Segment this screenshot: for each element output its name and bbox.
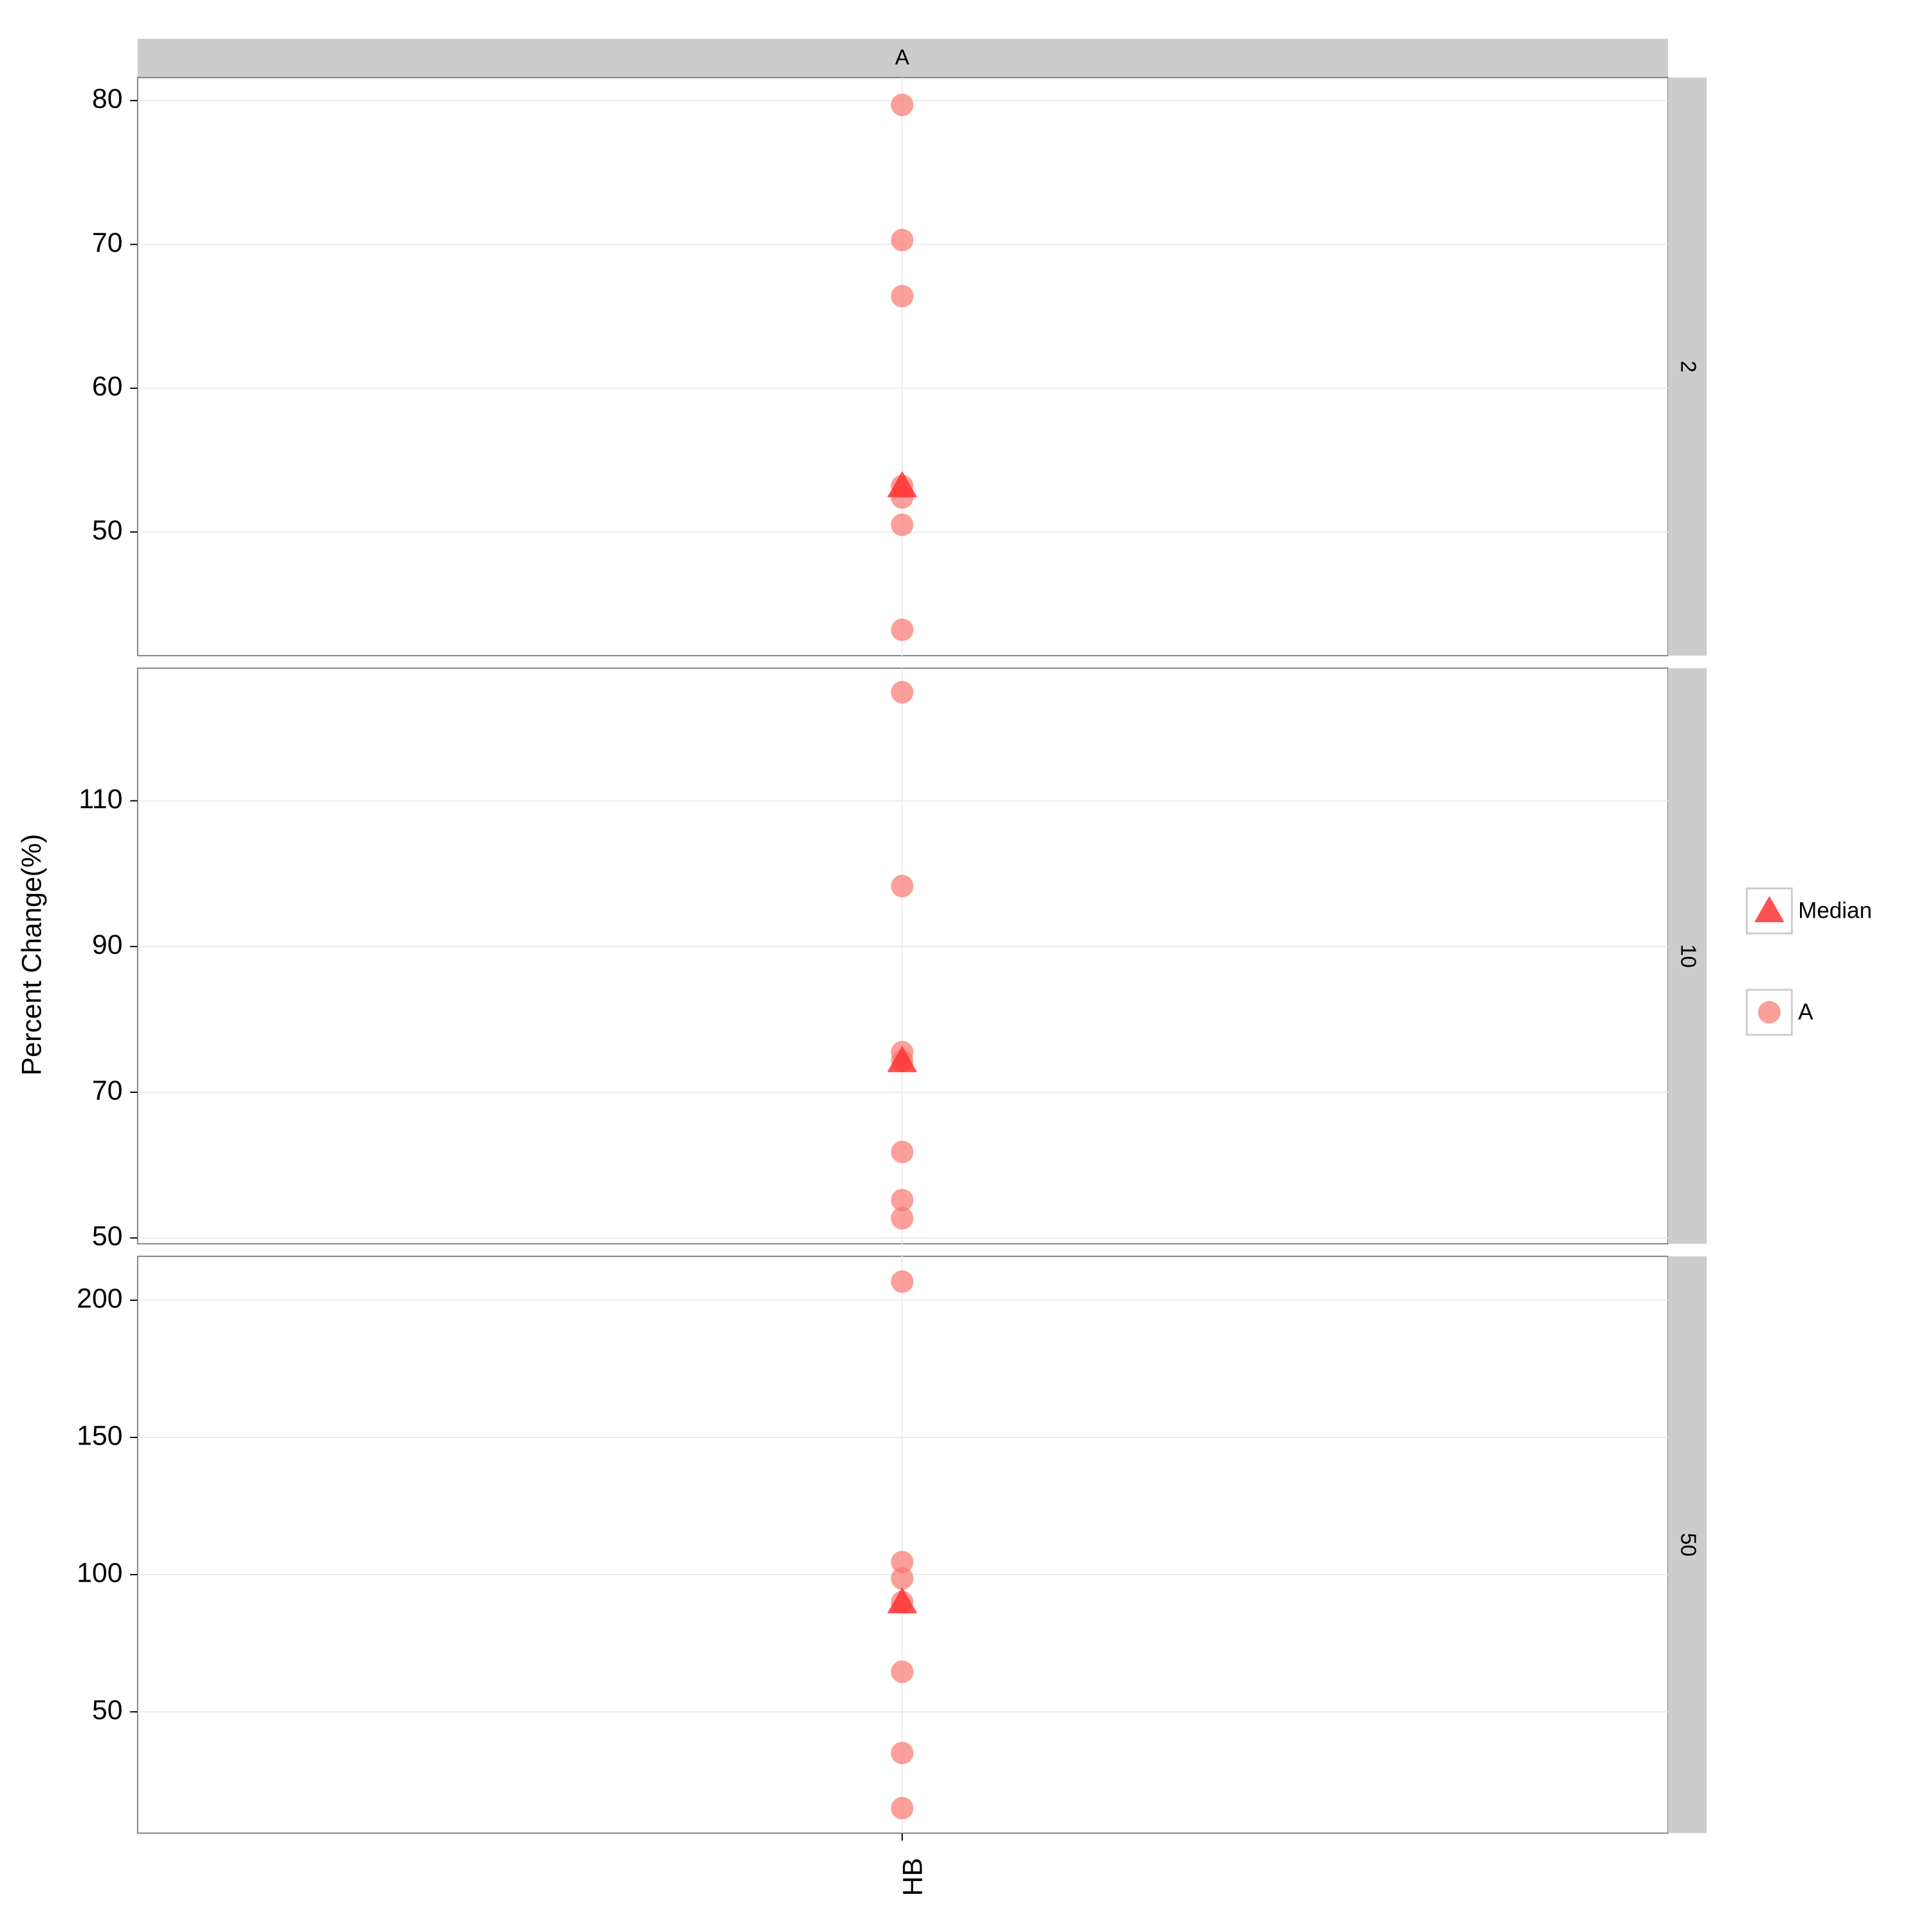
point xyxy=(891,229,914,252)
y-tick-label: 110 xyxy=(79,784,122,815)
point xyxy=(891,1567,914,1590)
point xyxy=(891,1741,914,1765)
point xyxy=(891,93,914,117)
median-marker xyxy=(887,1046,918,1072)
row-strip-label: 10 xyxy=(1676,944,1700,968)
y-tick-label: 70 xyxy=(92,227,123,258)
legend-key xyxy=(1745,989,1793,1036)
y-tick-label: 200 xyxy=(77,1283,122,1314)
point xyxy=(891,618,914,641)
point xyxy=(891,1141,914,1164)
point xyxy=(891,285,914,308)
y-tick-label: 90 xyxy=(92,929,123,960)
point xyxy=(891,513,914,536)
row-strip-label: 50 xyxy=(1676,1533,1700,1557)
point xyxy=(891,1550,914,1573)
y-tick-label: 50 xyxy=(92,1694,123,1725)
y-tick-label: 60 xyxy=(92,371,123,402)
point xyxy=(891,1207,914,1230)
y-tick-label: 80 xyxy=(92,83,123,114)
point xyxy=(891,1188,914,1211)
point xyxy=(891,1660,914,1683)
point xyxy=(891,1270,914,1293)
median-marker xyxy=(887,1587,918,1614)
y-tick-label: 70 xyxy=(92,1075,123,1106)
y-tick-label: 50 xyxy=(92,1221,123,1252)
median-marker xyxy=(1754,896,1785,922)
y-tick-label: 100 xyxy=(77,1557,122,1588)
legend-label: Median xyxy=(1798,898,1872,923)
y-tick-label: 50 xyxy=(92,515,123,545)
row-strip-label: 2 xyxy=(1676,361,1700,372)
y-axis-label: Percent Change(%) xyxy=(17,834,48,1075)
column-strip xyxy=(137,39,1669,78)
x-tick-label: HB xyxy=(898,1858,929,1896)
y-tick-label: 150 xyxy=(77,1420,122,1451)
row-strip xyxy=(1668,668,1707,1244)
legend-label: A xyxy=(1798,999,1814,1025)
row-strip xyxy=(1668,77,1707,656)
median-marker xyxy=(887,471,918,498)
point xyxy=(891,875,914,898)
point xyxy=(891,681,914,704)
row-strip xyxy=(1668,1256,1707,1833)
point xyxy=(891,1797,914,1820)
point xyxy=(1757,1001,1781,1024)
column-strip-label: A xyxy=(895,45,909,69)
